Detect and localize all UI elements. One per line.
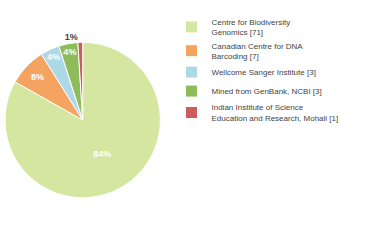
svg-text:Wellcome Sanger Institute [3]: Wellcome Sanger Institute [3] (212, 68, 316, 77)
svg-text:Indian Institute of ScienceEdu: Indian Institute of ScienceEducation and… (212, 103, 339, 122)
svg-text:Mined from GenBank, NCBI [3]: Mined from GenBank, NCBI [3] (212, 87, 322, 96)
svg-text:4%: 4% (63, 47, 76, 57)
svg-text:Canadian Centre for DNABarcodi: Canadian Centre for DNABarcoding [7] (212, 42, 304, 61)
svg-text:Centre for BiodiversityGenomic: Centre for BiodiversityGenomics [71] (212, 18, 291, 37)
svg-text:1%: 1% (65, 32, 78, 42)
svg-text:8%: 8% (31, 72, 44, 82)
svg-text:84%: 84% (93, 149, 111, 159)
svg-text:4%: 4% (47, 52, 60, 62)
